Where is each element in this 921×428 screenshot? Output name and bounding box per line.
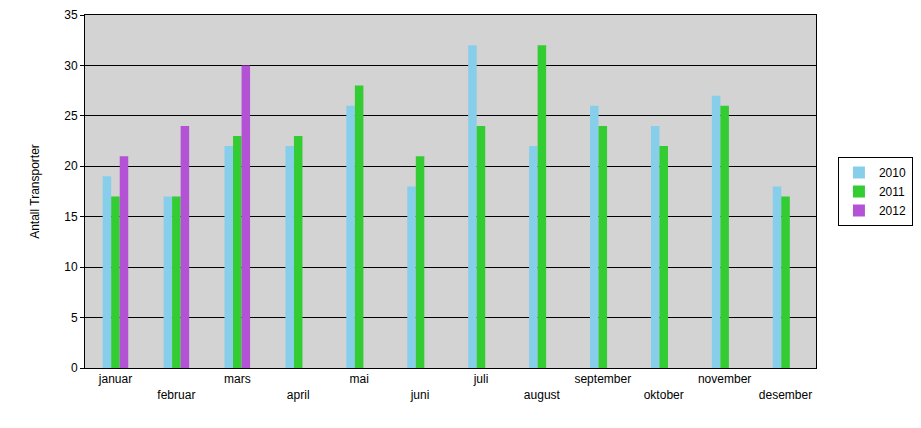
svg-text:10: 10 — [64, 260, 78, 274]
svg-text:mai: mai — [349, 372, 368, 386]
svg-text:2011: 2011 — [879, 185, 905, 199]
svg-text:Antall Transporter: Antall Transporter — [28, 144, 42, 239]
svg-text:oktober: oktober — [644, 388, 684, 402]
svg-text:30: 30 — [64, 59, 78, 73]
svg-text:0: 0 — [71, 361, 78, 375]
svg-text:2010: 2010 — [879, 166, 906, 180]
svg-text:25: 25 — [64, 109, 78, 123]
svg-text:juni: juni — [410, 388, 430, 402]
svg-text:august: august — [524, 388, 561, 402]
svg-text:januar: januar — [98, 372, 132, 386]
svg-text:5: 5 — [71, 311, 78, 325]
svg-text:desember: desember — [759, 388, 812, 402]
svg-text:juli: juli — [473, 372, 489, 386]
svg-text:november: november — [698, 372, 751, 386]
svg-text:mars: mars — [224, 372, 251, 386]
svg-text:september: september — [574, 372, 631, 386]
svg-text:februar: februar — [157, 388, 195, 402]
svg-text:15: 15 — [64, 210, 78, 224]
svg-text:2012: 2012 — [879, 204, 906, 218]
svg-text:35: 35 — [64, 8, 78, 22]
svg-text:20: 20 — [64, 159, 78, 173]
svg-text:april: april — [287, 388, 310, 402]
